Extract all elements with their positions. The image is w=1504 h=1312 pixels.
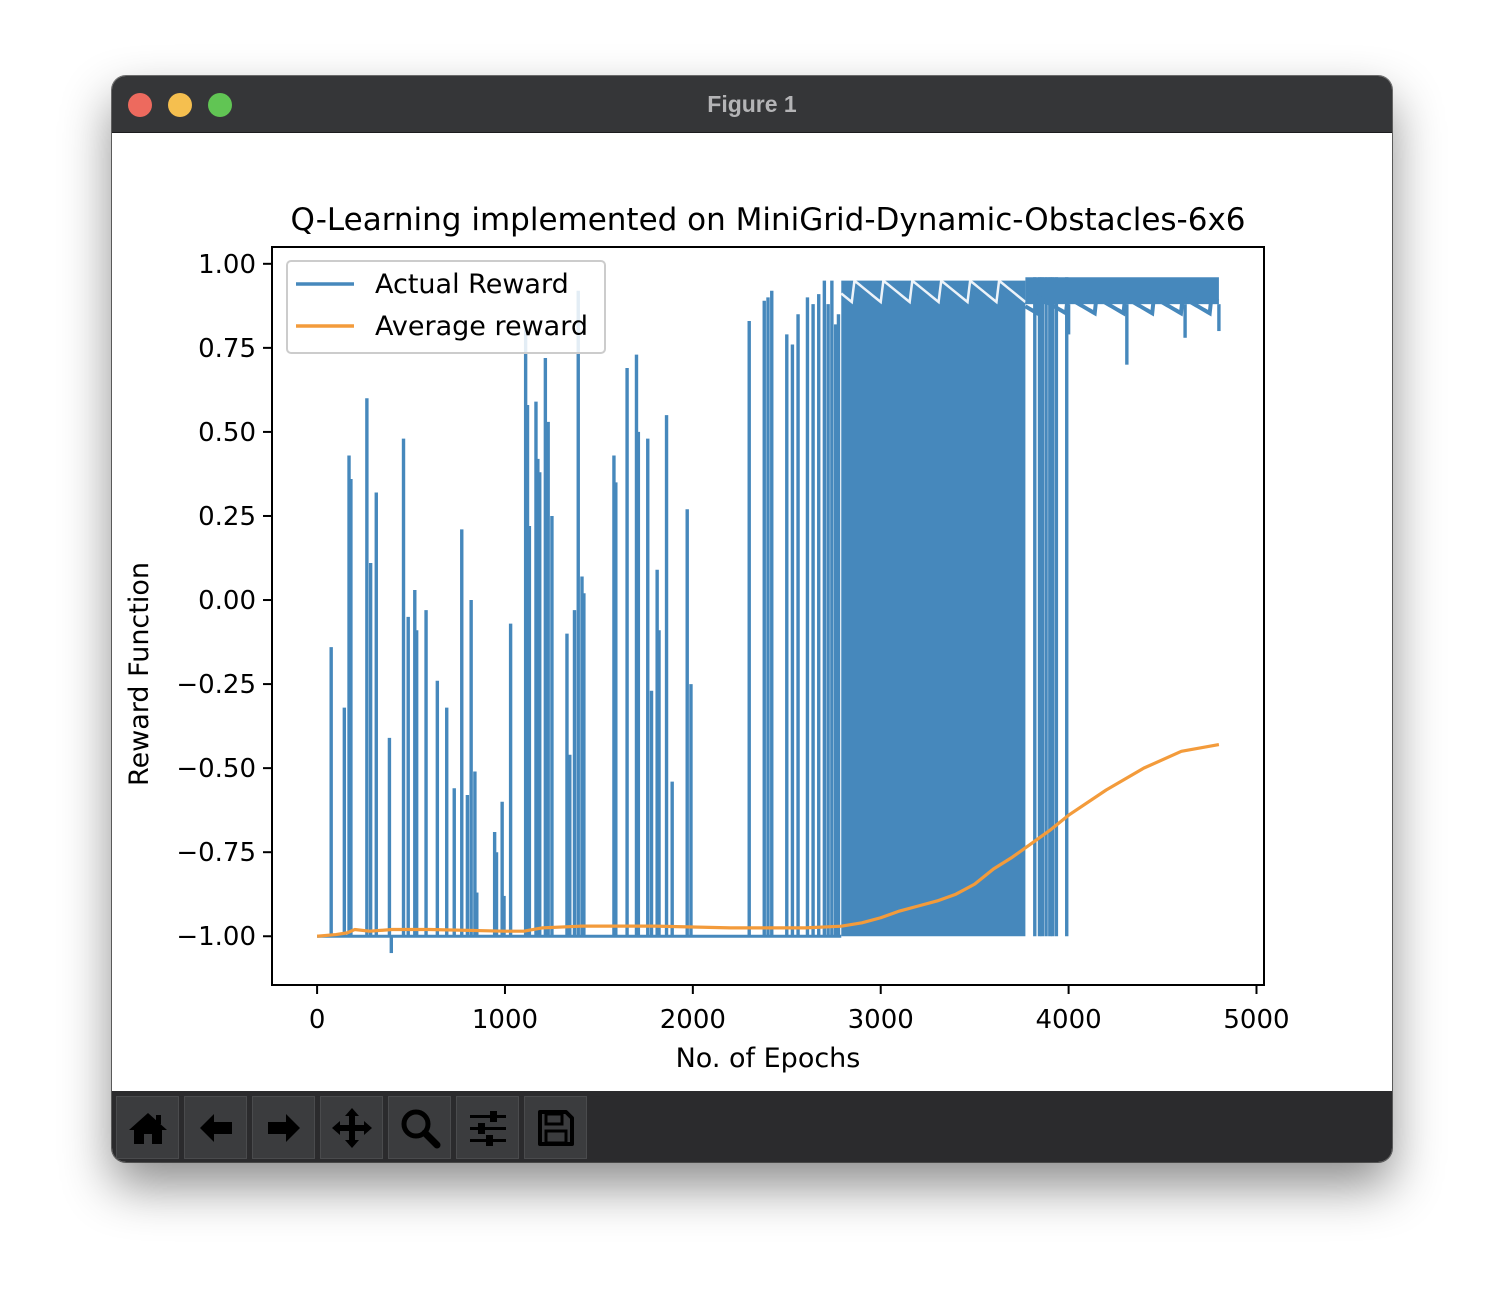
y-tick-label: −1.00: [176, 922, 256, 952]
forward-icon: [267, 1113, 300, 1142]
plot-area: [316, 277, 1221, 954]
chart: Q-Learning implemented on MiniGrid-Dynam…: [124, 202, 1290, 1074]
x-tick-label: 2000: [660, 1005, 726, 1035]
y-tick-label: 0.75: [198, 334, 256, 364]
close-button[interactable]: [128, 93, 152, 117]
axes: 0 1000 2000 3000 4000 5000 1.00 0.75 0.50 0.25 0.0…: [176, 246, 1290, 1035]
home-button[interactable]: [116, 1096, 179, 1159]
y-tick-label: 0.25: [198, 502, 256, 532]
home-icon: [128, 1112, 167, 1144]
x-tick-label: 3000: [848, 1005, 914, 1035]
back-icon: [199, 1113, 232, 1142]
x-tick-label: 5000: [1223, 1005, 1289, 1035]
figure-canvas[interactable]: Q-Learning implemented on MiniGrid-Dynam…: [112, 133, 1392, 1091]
axes-frame: [271, 246, 1265, 986]
forward-button[interactable]: [252, 1096, 315, 1159]
x-axis-label: No. of Epochs: [676, 1043, 861, 1074]
y-tick-label: 0.00: [198, 586, 256, 616]
zoom-icon: [401, 1109, 440, 1148]
x-tick-label: 0: [309, 1005, 326, 1035]
zoom-window-button[interactable]: [208, 93, 232, 117]
y-tick-label: 0.50: [198, 418, 256, 448]
y-tick-label: −0.25: [176, 670, 256, 700]
actual-reward-converged-edge: [1024, 294, 1220, 317]
save-icon: [537, 1109, 574, 1146]
actual-reward-dense-band: [841, 280, 1026, 937]
navigation-toolbar: [112, 1091, 1392, 1162]
window-title: Figure 1: [707, 91, 797, 117]
y-tick-label: 1.00: [198, 250, 256, 280]
pan-icon: [331, 1107, 372, 1148]
minimize-button[interactable]: [168, 93, 192, 117]
legend-box: [286, 260, 606, 354]
x-tick-label: 4000: [1036, 1005, 1102, 1035]
configure-subplots-button[interactable]: [456, 1096, 519, 1159]
save-button[interactable]: [524, 1096, 587, 1159]
y-axis-label: Reward Function: [124, 562, 155, 786]
legend: Actual Reward Average reward: [286, 260, 606, 354]
average-reward-line: [316, 743, 1220, 938]
actual-reward-band-edge: [840, 278, 1027, 305]
x-tick-label: 1000: [472, 1005, 538, 1035]
y-tick-label: −0.75: [176, 838, 256, 868]
y-tick-label: −0.50: [176, 754, 256, 784]
zoom-button[interactable]: [388, 1096, 451, 1159]
figure-window: Figure 1 Q-Learning implemented on MiniG…: [112, 76, 1392, 1162]
legend-label: Average reward: [375, 311, 588, 342]
legend-label: Actual Reward: [375, 269, 569, 300]
back-button[interactable]: [184, 1096, 247, 1159]
title-bar[interactable]: Figure 1: [112, 76, 1392, 133]
configure-subplots-icon: [469, 1110, 506, 1146]
pan-button[interactable]: [320, 1096, 383, 1159]
chart-title: Q-Learning implemented on MiniGrid-Dynam…: [290, 202, 1245, 238]
